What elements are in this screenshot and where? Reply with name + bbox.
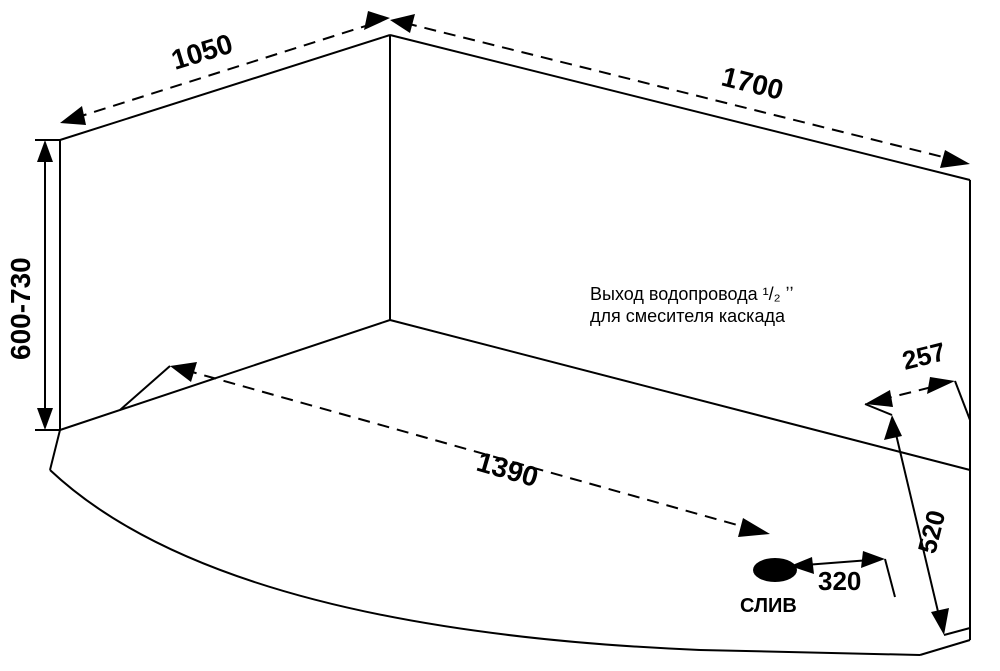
guide-320 <box>885 559 895 597</box>
guide-520-bot <box>944 628 970 635</box>
edge-top-right <box>390 35 970 180</box>
dim-520: 520 <box>884 415 951 635</box>
guide-257 <box>955 381 970 420</box>
drain-icon <box>753 558 797 582</box>
dim-height-label: 600-730 <box>5 257 36 360</box>
dim-height: 600-730 <box>5 140 53 430</box>
dim-320: 320 <box>790 551 885 596</box>
guide-1390-start <box>120 366 170 410</box>
dim-257-label: 257 <box>899 336 948 376</box>
edge-floor-front-curve <box>50 470 700 650</box>
dim-1700: 1700 <box>390 14 970 168</box>
dim-520-label: 520 <box>912 507 952 556</box>
edge-floor-left <box>50 430 60 470</box>
dim-1050-label: 1050 <box>168 28 237 76</box>
note-line2: для смесителя каскада <box>590 306 786 326</box>
dim-1700-label: 1700 <box>719 61 787 106</box>
dim-1050: 1050 <box>60 11 390 125</box>
edge-floor-front-cut <box>700 650 920 655</box>
dim-320-label: 320 <box>818 566 861 596</box>
note-line1: Выход водопровода ¹/₂ ʼʼ <box>590 284 794 304</box>
drain-label: СЛИВ <box>740 595 797 617</box>
edge-floor-right-cut <box>920 640 970 655</box>
dim-1390-label: 1390 <box>473 446 541 493</box>
dim-257: 257 <box>865 336 955 407</box>
technical-diagram: 1050 1700 600-730 1390 257 520 <box>0 0 1000 671</box>
dim-1390: 1390 <box>170 362 770 537</box>
